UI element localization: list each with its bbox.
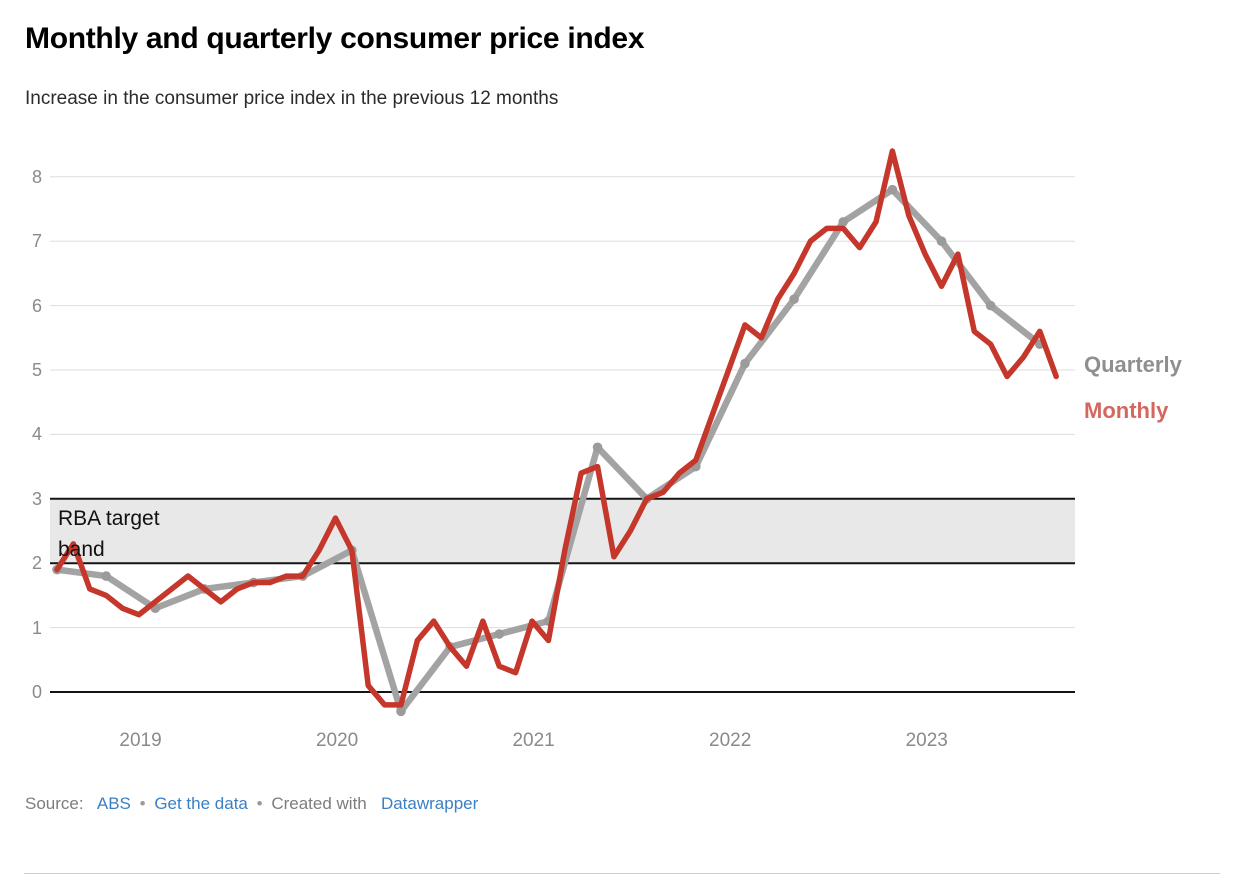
quarterly-point xyxy=(936,236,947,246)
plot-area xyxy=(50,140,1075,725)
page-subtitle: Increase in the consumer price index in … xyxy=(25,88,559,109)
line-chart-svg xyxy=(50,148,1075,717)
y-axis-tick-label: 7 xyxy=(31,231,42,252)
quarterly-point xyxy=(740,358,750,369)
x-axis-tick-label: 2019 xyxy=(119,730,162,751)
x-axis-tick-label: 2021 xyxy=(512,730,555,751)
quarterly-point xyxy=(494,629,505,639)
legend-quarterly-label: Quarterly xyxy=(1084,352,1182,377)
source-link[interactable]: ABS xyxy=(96,794,131,813)
y-axis-tick-label: 6 xyxy=(31,295,42,316)
get-the-data-link[interactable]: Get the data xyxy=(154,794,248,813)
y-axis-tick-label: 5 xyxy=(31,360,42,380)
y-axis-tick-label: 3 xyxy=(31,488,42,509)
quarterly-point xyxy=(887,184,898,195)
quarterly-point xyxy=(789,294,799,304)
y-axis-tick-label: 8 xyxy=(31,166,42,187)
created-with-prefix: Created with xyxy=(271,794,367,813)
legend-monthly-label: Monthly xyxy=(1084,398,1169,423)
quarterly-point xyxy=(592,442,603,453)
footer-separator: • xyxy=(139,794,146,813)
source-prefix: Source: xyxy=(25,794,84,813)
y-axis-tick-label: 1 xyxy=(31,617,42,638)
y-axis-tick-label: 4 xyxy=(31,424,42,445)
x-axis-tick-label: 2020 xyxy=(315,730,359,751)
quarterly-point xyxy=(838,217,849,227)
quarterly-point xyxy=(985,300,996,311)
monthly-line xyxy=(54,148,1059,708)
quarterly-point xyxy=(101,571,111,581)
x-axis-tick-label: 2022 xyxy=(709,730,752,751)
footer: Source: ABS • Get the data • Created wit… xyxy=(25,794,478,814)
footer-separator: • xyxy=(256,794,263,813)
y-axis-tick-label: 0 xyxy=(31,682,42,702)
datawrapper-link[interactable]: Datawrapper xyxy=(380,794,479,813)
quarterly-point xyxy=(396,706,406,717)
bottom-divider xyxy=(24,873,1220,874)
page-title: Monthly and quarterly consumer price ind… xyxy=(25,22,645,55)
x-axis-tick-label: 2023 xyxy=(905,730,948,751)
y-axis-tick-label: 2 xyxy=(31,553,42,574)
